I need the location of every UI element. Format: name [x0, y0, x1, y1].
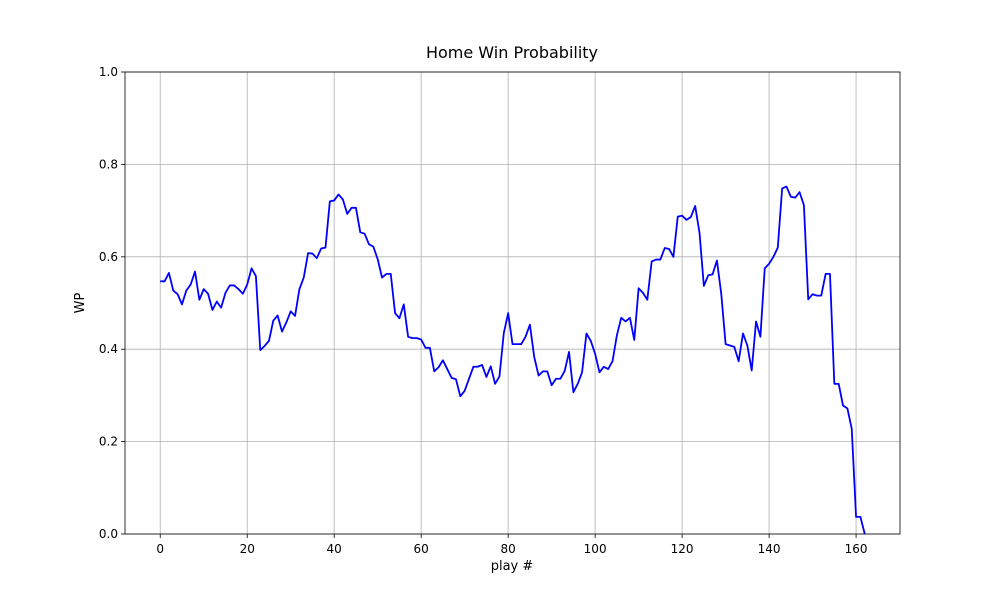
x-axis-label: play # — [491, 559, 534, 574]
data-line — [160, 185, 866, 535]
y-tick-label: 0.8 — [99, 157, 118, 171]
y-tick-label: 0.2 — [99, 435, 118, 449]
x-tick-label: 20 — [240, 542, 255, 556]
plot-frame — [124, 71, 901, 535]
chart-title: Home Win Probability — [426, 43, 598, 62]
y-tick-label: 1.0 — [99, 65, 118, 79]
y-tick-label: 0.4 — [99, 342, 118, 356]
x-tick-label: 60 — [414, 542, 429, 556]
y-axis-label: WP — [73, 292, 88, 313]
x-tick-label: 100 — [584, 542, 607, 556]
x-tick-label: 140 — [758, 542, 781, 556]
x-tick-label: 160 — [845, 542, 868, 556]
y-tick-label: 0.0 — [99, 527, 118, 541]
x-tick-label: 40 — [327, 542, 342, 556]
y-tick-label: 0.6 — [99, 250, 118, 264]
x-tick-label: 80 — [501, 542, 516, 556]
x-tick-label: 120 — [671, 542, 694, 556]
x-tick-label: 0 — [156, 542, 164, 556]
